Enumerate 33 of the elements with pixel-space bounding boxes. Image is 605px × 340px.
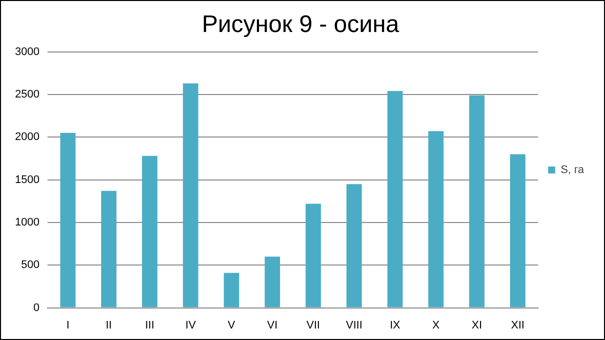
y-tick-label: 1000	[14, 216, 40, 228]
x-tick-label: II	[106, 319, 112, 332]
bar	[142, 156, 158, 308]
x-tick-label: VI	[267, 319, 278, 332]
bar	[469, 95, 484, 308]
bar	[60, 132, 76, 308]
x-tick-label: III	[145, 319, 154, 332]
bar	[346, 184, 362, 308]
y-tick-label: 3000	[14, 46, 40, 58]
bar	[182, 83, 198, 308]
x-tick-label: XI	[472, 319, 482, 332]
x-tick-label: V	[228, 319, 236, 332]
bar	[224, 272, 240, 308]
x-tick-label: I	[66, 319, 70, 332]
x-tick-label: VII	[306, 319, 320, 332]
y-tick-label: 500	[21, 259, 40, 272]
bar	[306, 204, 321, 308]
x-tick-label: X	[432, 319, 440, 332]
x-tick-label: IV	[185, 319, 196, 332]
chart-title: Рисунок 9 - осина	[202, 11, 400, 38]
bar	[387, 91, 403, 308]
y-tick-label: 2000	[14, 131, 40, 144]
bar	[264, 256, 280, 308]
x-tick-label: XII	[510, 319, 524, 332]
legend-label: S, га	[560, 164, 585, 176]
y-tick-label: 2500	[14, 88, 40, 100]
bar	[428, 131, 444, 308]
bar	[101, 190, 116, 308]
x-tick-label: VIII	[346, 319, 362, 332]
y-tick-label: 0	[33, 302, 40, 314]
y-tick-label: 1500	[14, 174, 40, 186]
x-tick-label: IX	[390, 319, 401, 332]
bar	[510, 154, 526, 308]
